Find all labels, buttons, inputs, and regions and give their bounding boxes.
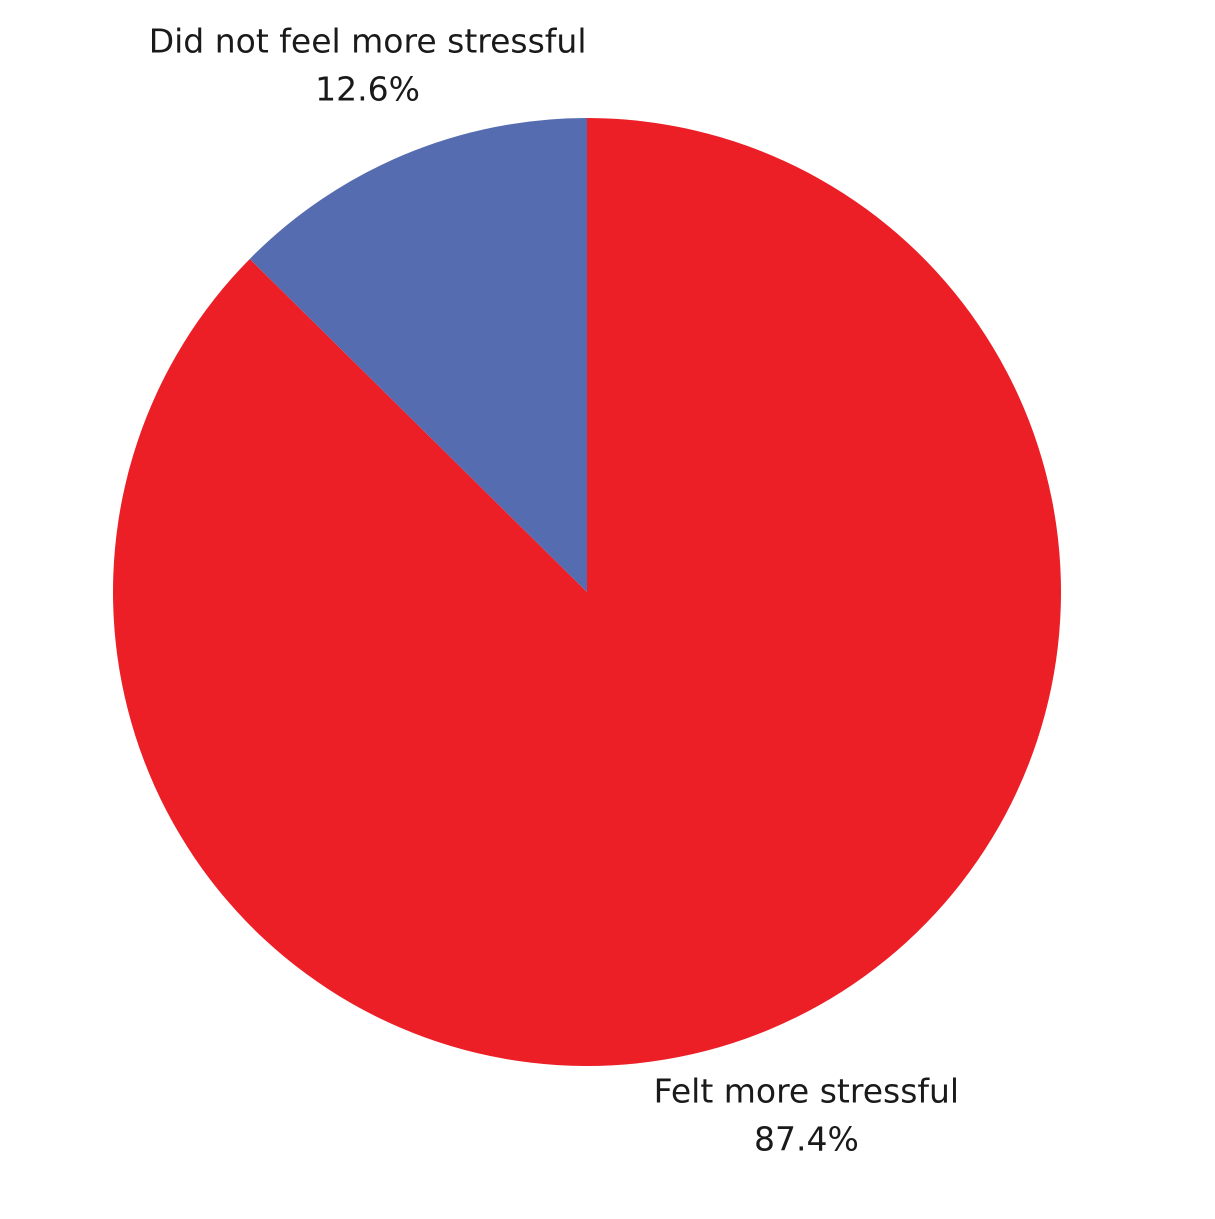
slice-value-label: 87.4% (754, 1120, 859, 1159)
slice-label: Felt more stressful (654, 1072, 959, 1111)
slice-label: Did not feel more stressful (149, 21, 587, 60)
slice-value-label: 12.6% (315, 69, 420, 108)
pie-slice (249, 117, 587, 592)
